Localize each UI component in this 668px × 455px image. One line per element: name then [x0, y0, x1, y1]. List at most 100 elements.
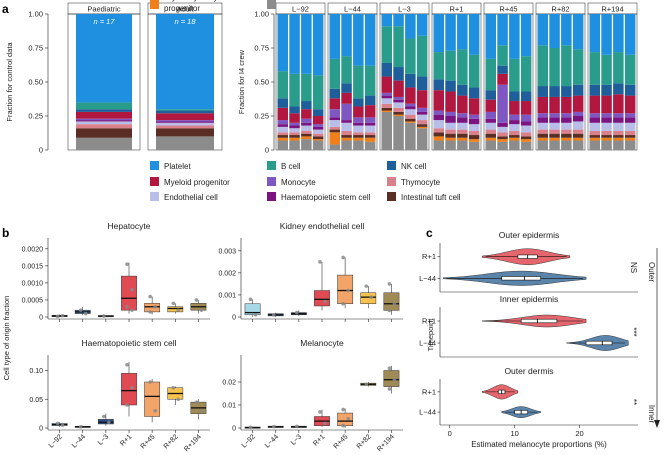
bar-segment — [289, 137, 300, 141]
cell-type-legend: Platelet Myeloid progenitor Endothelial ce… — [150, 0, 461, 202]
bar-segment — [312, 129, 324, 134]
x-tick-label: R+82 — [163, 433, 180, 450]
bar-segment — [364, 14, 376, 66]
bar-segment — [561, 113, 572, 118]
bar-segment — [572, 95, 584, 112]
bar-segment — [520, 121, 532, 126]
bar-segment — [289, 135, 300, 138]
bar-segment — [485, 129, 496, 134]
bar-segment — [468, 130, 480, 136]
panel-letter-b: b — [2, 226, 9, 240]
x-tick-label: R+194 — [183, 433, 203, 453]
bar-segment — [277, 120, 288, 125]
violin-iqr-box — [585, 340, 613, 346]
bar-segment — [589, 140, 600, 150]
bar-segment — [289, 113, 300, 123]
data-point — [387, 387, 392, 391]
bar-segment — [520, 139, 532, 142]
bar-segment — [289, 106, 300, 114]
violin-iqr-box — [520, 318, 558, 324]
bar-segment — [76, 102, 132, 110]
bar-segment — [537, 133, 548, 138]
data-point — [78, 425, 83, 429]
data-point — [125, 362, 129, 367]
bar-segment — [589, 95, 600, 114]
bar-segment — [301, 139, 312, 150]
bar-segment — [433, 90, 444, 111]
x-tick-label: R+45 — [140, 433, 157, 450]
bar-segment — [433, 128, 444, 133]
bar-segment — [561, 129, 572, 134]
bar-segment — [329, 129, 340, 133]
bar-segment — [329, 144, 340, 150]
bar-segment — [468, 87, 480, 99]
bar-segment — [520, 132, 532, 137]
bar-segment — [416, 76, 428, 91]
bar-segment — [405, 38, 416, 74]
panel-letter-c: c — [426, 226, 433, 240]
data-point — [148, 380, 152, 384]
bar-segment — [393, 67, 404, 81]
bar-segment — [341, 103, 352, 121]
significance-label: NS — [629, 262, 638, 273]
bar-segment — [561, 117, 572, 123]
bar-segment — [497, 45, 508, 66]
data-point — [323, 299, 327, 304]
bar-segment — [572, 116, 584, 122]
bar-segment — [277, 137, 288, 141]
bar-segment — [457, 129, 468, 134]
data-point — [102, 414, 106, 419]
bar-segment — [589, 84, 600, 96]
data-point — [318, 410, 322, 414]
bar-segment — [301, 125, 312, 131]
box — [337, 274, 354, 305]
bar-segment — [393, 107, 404, 112]
bar-segment — [613, 137, 624, 141]
data-point — [318, 260, 322, 264]
x-tick-label: R+82 — [356, 433, 373, 450]
bar-segment — [277, 132, 288, 136]
data-point — [153, 304, 157, 309]
data-point — [387, 282, 392, 286]
bar-segment — [156, 113, 214, 121]
arrow-head — [654, 420, 660, 428]
x-tick-label: R+194 — [376, 433, 396, 453]
data-point — [364, 382, 369, 387]
row-label: R+1 — [422, 252, 436, 261]
bar-segment — [468, 54, 480, 88]
bar-segment — [364, 141, 376, 150]
row-label: L−44 — [419, 339, 436, 348]
bar-segment — [353, 125, 364, 133]
bar-segment — [601, 122, 612, 131]
bar-segment — [433, 132, 444, 137]
data-point — [392, 301, 397, 306]
control-bar-chart: 0 0.25 0.50 0.75 1.00 Fraction for control da… — [5, 2, 223, 155]
crew-bar-chart: 0 0.25 0.50 0.75 1.00 Fraction for I4 crew L−9… — [237, 2, 638, 155]
bar-segment — [457, 113, 468, 118]
bar-segment — [457, 122, 468, 130]
facet-label: Adult — [176, 5, 194, 14]
bar-segment — [277, 71, 288, 99]
facet-label: L−3 — [398, 5, 411, 14]
data-point — [364, 284, 369, 288]
bar-segment — [445, 50, 456, 81]
legend-swatch — [267, 177, 276, 186]
legend-swatch — [387, 161, 396, 170]
bar-segment — [433, 140, 444, 150]
bar-segment — [520, 136, 532, 140]
data-point — [176, 397, 181, 402]
bar-segment — [381, 95, 392, 99]
bar-segment — [520, 141, 532, 150]
bar-segment — [485, 140, 496, 150]
data-point — [83, 311, 88, 316]
subplot-title: Hepatocyte — [108, 221, 151, 231]
bar-segment — [468, 118, 480, 125]
bar-segment — [156, 110, 214, 114]
data-point — [387, 308, 392, 313]
row-label: L−44 — [419, 408, 436, 417]
bar-segment — [416, 114, 428, 121]
bar-segment — [624, 95, 636, 114]
bar-segment — [572, 14, 584, 50]
bar-segment — [561, 133, 572, 138]
bar-segment — [457, 95, 468, 114]
